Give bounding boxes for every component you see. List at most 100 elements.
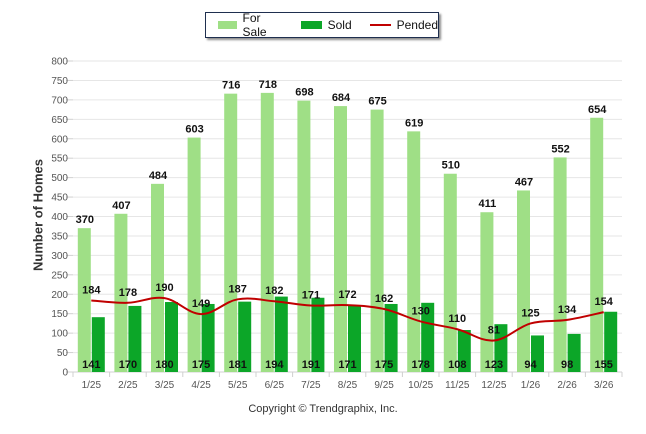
data-label-for-sale: 603 [185,124,203,136]
data-label-for-sale: 619 [405,117,423,129]
bar-for-sale [517,190,530,372]
y-tick-label: 150 [51,309,68,320]
bar-for-sale [480,212,494,372]
y-tick-label: 0 [62,368,68,379]
legend-item-for-sale[interactable]: For Sale [218,11,283,39]
y-tick-label: 200 [51,290,68,301]
y-tick-label: 250 [51,270,68,281]
data-label-pended: 125 [521,307,539,319]
pended-line-group [91,296,604,342]
data-label-for-sale: 411 [479,198,497,210]
data-label-for-sale: 552 [551,143,569,155]
x-tick-label: 10/25 [408,380,433,391]
x-tick-label: 5/25 [228,380,248,391]
bar-sold [238,301,252,372]
y-tick-label: 700 [51,95,68,106]
data-label-sold: 194 [265,359,284,371]
y-tick-label: 500 [51,173,68,184]
data-label-sold: 191 [302,359,320,371]
data-label-sold: 123 [485,359,503,371]
bar-sold [311,297,325,372]
x-tick-label: 11/25 [445,380,470,391]
bar-for-sale [553,157,567,372]
data-label-sold: 175 [375,359,393,371]
data-label-sold: 175 [192,359,210,371]
data-label-for-sale: 407 [112,200,130,212]
data-label-for-sale: 718 [259,79,277,91]
data-label-for-sale: 716 [222,80,240,92]
data-label-pended: 172 [338,289,356,301]
data-label-sold: 94 [524,359,537,371]
data-label-for-sale: 370 [76,214,94,226]
gridlines [73,60,622,373]
legend-line-pended [369,24,391,26]
bar-sold [274,296,288,372]
data-label-for-sale: 510 [442,160,460,172]
data-label-pended: 134 [558,304,577,316]
bar-sold [604,311,618,372]
legend-swatch-for-sale [218,21,237,29]
bars [77,92,618,372]
x-axis-ticks: 1/25 2/25 3/25 4/25 5/25 6/25 7/25 8/25 9/25 10/2… [72,372,623,391]
data-label-for-sale: 467 [515,176,533,188]
legend: For Sale Sold Pended [205,11,439,39]
y-tick-label: 300 [51,251,68,262]
bar-sold [531,335,544,372]
bar-for-sale [260,92,274,372]
bar-for-sale [407,131,421,372]
data-label-sold: 171 [338,359,356,371]
legend-label-for-sale: For Sale [242,11,267,39]
bar-sold [165,302,178,372]
y-axis-ticks: 0 50 100 150 200 250 300 350 400 450 500 550 600 650 7… [51,57,73,379]
bar-sold [91,317,105,372]
data-label-sold: 98 [561,359,573,371]
data-label-for-sale: 675 [368,96,386,108]
bar-sold [128,305,142,372]
x-tick-label: 4/25 [191,380,211,391]
data-label-pended: 81 [488,325,500,337]
bar-for-sale [224,93,238,372]
data-label-pended: 149 [192,298,210,310]
y-tick-label: 350 [51,231,68,242]
y-tick-label: 400 [51,212,68,223]
data-label-pended: 184 [82,284,101,296]
y-tick-label: 750 [51,76,68,87]
y-axis-title: Number of Homes [30,159,46,271]
y-tick-label: 600 [51,134,68,145]
x-tick-label: 1/25 [82,380,102,391]
legend-item-pended[interactable]: Pended [369,18,438,32]
data-label-pended: 110 [448,313,466,325]
data-label-pended: 130 [412,305,430,317]
copyright-footer: Copyright © Trendgraphix, Inc. [248,403,398,415]
x-tick-label: 8/25 [338,380,358,391]
bar-sold [567,333,581,372]
data-label-sold: 181 [229,359,247,371]
bar-for-sale [77,228,91,372]
legend-item-sold[interactable]: Sold [300,18,352,32]
bar-sold [494,324,508,372]
bar-sold [421,302,435,372]
data-label-pended: 154 [595,296,614,308]
bar-for-sale [334,106,347,372]
bar-for-sale [443,173,457,372]
x-tick-label: 12/25 [481,380,506,391]
bar-sold [384,303,398,372]
bar-for-sale [114,213,128,372]
data-label-sold: 180 [155,359,173,371]
y-tick-label: 100 [51,329,68,340]
data-label-pended: 162 [375,293,393,305]
bar-for-sale [297,100,311,372]
data-label-for-sale: 684 [332,92,351,104]
legend-swatch-sold [300,21,322,29]
y-tick-label: 650 [51,115,68,126]
bar-for-sale [590,117,604,372]
bar-sold [348,305,361,372]
legend-label-pended: Pended [396,18,438,32]
bar-for-sale [151,183,164,372]
x-tick-label: 2/25 [118,380,138,391]
data-label-sold: 170 [119,359,137,371]
data-label-sold: 108 [448,359,466,371]
x-tick-label: 3/26 [594,380,614,391]
x-tick-label: 1/26 [521,380,541,391]
